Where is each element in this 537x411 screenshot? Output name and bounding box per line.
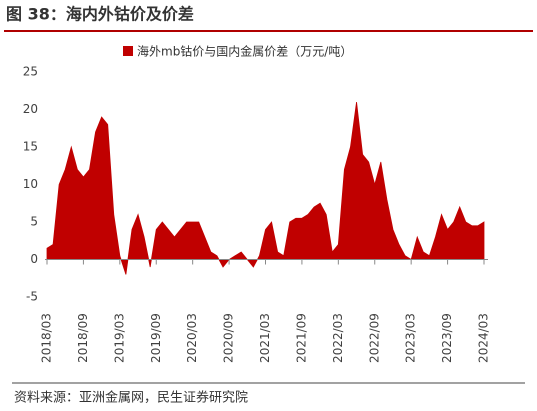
x-tick-label: 2021/09 <box>294 313 308 363</box>
area <box>46 101 485 275</box>
y-tick-label: 20 <box>23 102 38 116</box>
y-tick-label: 10 <box>23 177 38 191</box>
legend-label: 海外mb钴价与国内金属价差（万元/吨） <box>137 44 352 59</box>
x-tick-label: 2018/03 <box>40 313 54 363</box>
y-tick-label: -5 <box>26 290 38 304</box>
x-tick-label: 2022/09 <box>367 313 381 363</box>
page-title: 图 38：海内外钴价及价差 <box>6 5 194 24</box>
y-tick-label: 5 <box>30 215 38 229</box>
x-tick-label: 2020/09 <box>222 313 236 363</box>
x-tick-label: 2019/03 <box>112 313 126 363</box>
y-tick-label: 25 <box>23 65 38 79</box>
x-tick-label: 2020/03 <box>185 313 199 363</box>
y-tick-label: 0 <box>30 252 38 266</box>
legend-swatch <box>123 46 133 56</box>
x-tick-label: 2019/09 <box>149 313 163 363</box>
x-tick-label: 2024/03 <box>477 313 491 363</box>
x-tick-label: 2023/09 <box>440 313 454 363</box>
x-tick-label: 2018/09 <box>76 313 90 363</box>
y-tick-label: 15 <box>23 140 38 154</box>
x-tick-label: 2021/03 <box>258 313 272 363</box>
source-note: 资料来源：亚洲金属网，民生证券研究院 <box>14 390 248 406</box>
x-tick-label: 2023/03 <box>404 313 418 363</box>
x-tick-label: 2022/03 <box>331 313 345 363</box>
